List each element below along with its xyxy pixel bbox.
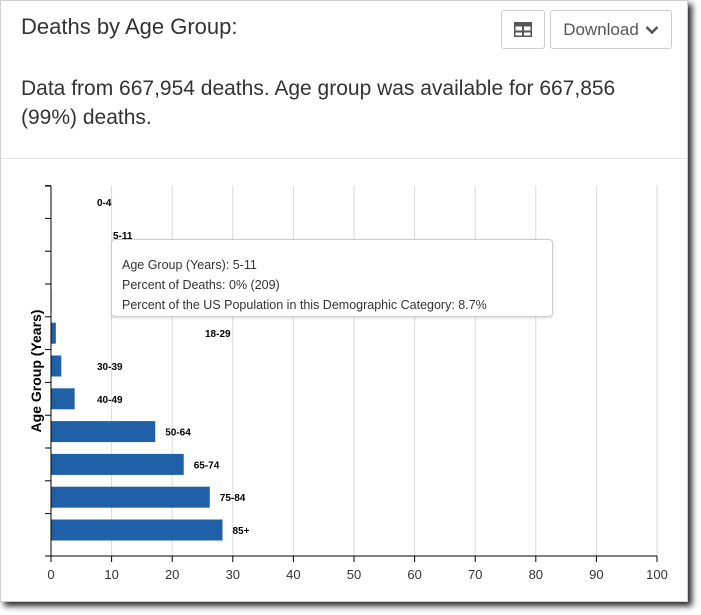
category-label: 75-84 [220, 493, 246, 504]
x-tick-label: 40 [286, 567, 300, 582]
category-label: 0-4 [97, 198, 112, 209]
category-label: 85+ [232, 526, 249, 537]
y-axis-title: Age Group (Years) [28, 310, 44, 433]
bar-18-29[interactable] [51, 322, 56, 344]
download-label: Download [563, 19, 639, 39]
x-tick-labels: 0 10 20 30 40 50 60 70 80 90 100 [47, 567, 667, 582]
category-label: 30-39 [97, 362, 123, 373]
bar-50-64[interactable] [51, 421, 156, 443]
tooltip-population-share: Percent of the US Population in this Dem… [122, 298, 487, 312]
x-tick-label: 30 [226, 567, 240, 582]
x-tick-label: 10 [104, 567, 118, 582]
panel-title: Deaths by Age Group: [21, 14, 238, 39]
bar-30-39[interactable] [51, 355, 62, 377]
chevron-down-icon [645, 25, 659, 34]
x-tick-label: 100 [646, 567, 668, 582]
header-divider [1, 158, 687, 159]
category-label: 40-49 [97, 395, 123, 406]
category-label: 65-74 [194, 460, 220, 471]
table-view-button[interactable] [501, 10, 545, 49]
x-tick-label: 20 [165, 567, 179, 582]
bar-75-84[interactable] [51, 486, 210, 508]
age-group-bar-chart: 0-45-1112-1516-1718-2930-3940-4950-6465-… [28, 185, 668, 582]
axes [45, 185, 658, 562]
x-tick-label: 90 [589, 567, 603, 582]
chart-panel: Deaths by Age Group: Download Data from … [0, 0, 688, 602]
table-icon [514, 22, 532, 37]
category-label: 5-11 [113, 231, 133, 242]
tooltip-percent-deaths: Percent of Deaths: 0% (209) [122, 278, 280, 292]
bar-65-74[interactable] [51, 453, 184, 475]
bars [51, 289, 223, 541]
bar-tooltip: Age Group (Years): 5-11 Percent of Death… [111, 239, 553, 317]
category-label: 50-64 [165, 428, 191, 439]
tooltip-age-group: Age Group (Years): 5-11 [122, 258, 257, 272]
x-tick-label: 60 [407, 567, 421, 582]
bar-85+[interactable] [51, 519, 223, 541]
x-tick-label: 70 [468, 567, 482, 582]
data-summary: Data from 667,954 deaths. Age group was … [21, 77, 616, 129]
bar-40-49[interactable] [51, 388, 75, 410]
download-button[interactable]: Download [550, 10, 672, 49]
x-tick-label: 0 [47, 567, 54, 582]
category-label: 18-29 [205, 329, 231, 340]
x-tick-label: 50 [347, 567, 361, 582]
x-tick-label: 80 [529, 567, 543, 582]
